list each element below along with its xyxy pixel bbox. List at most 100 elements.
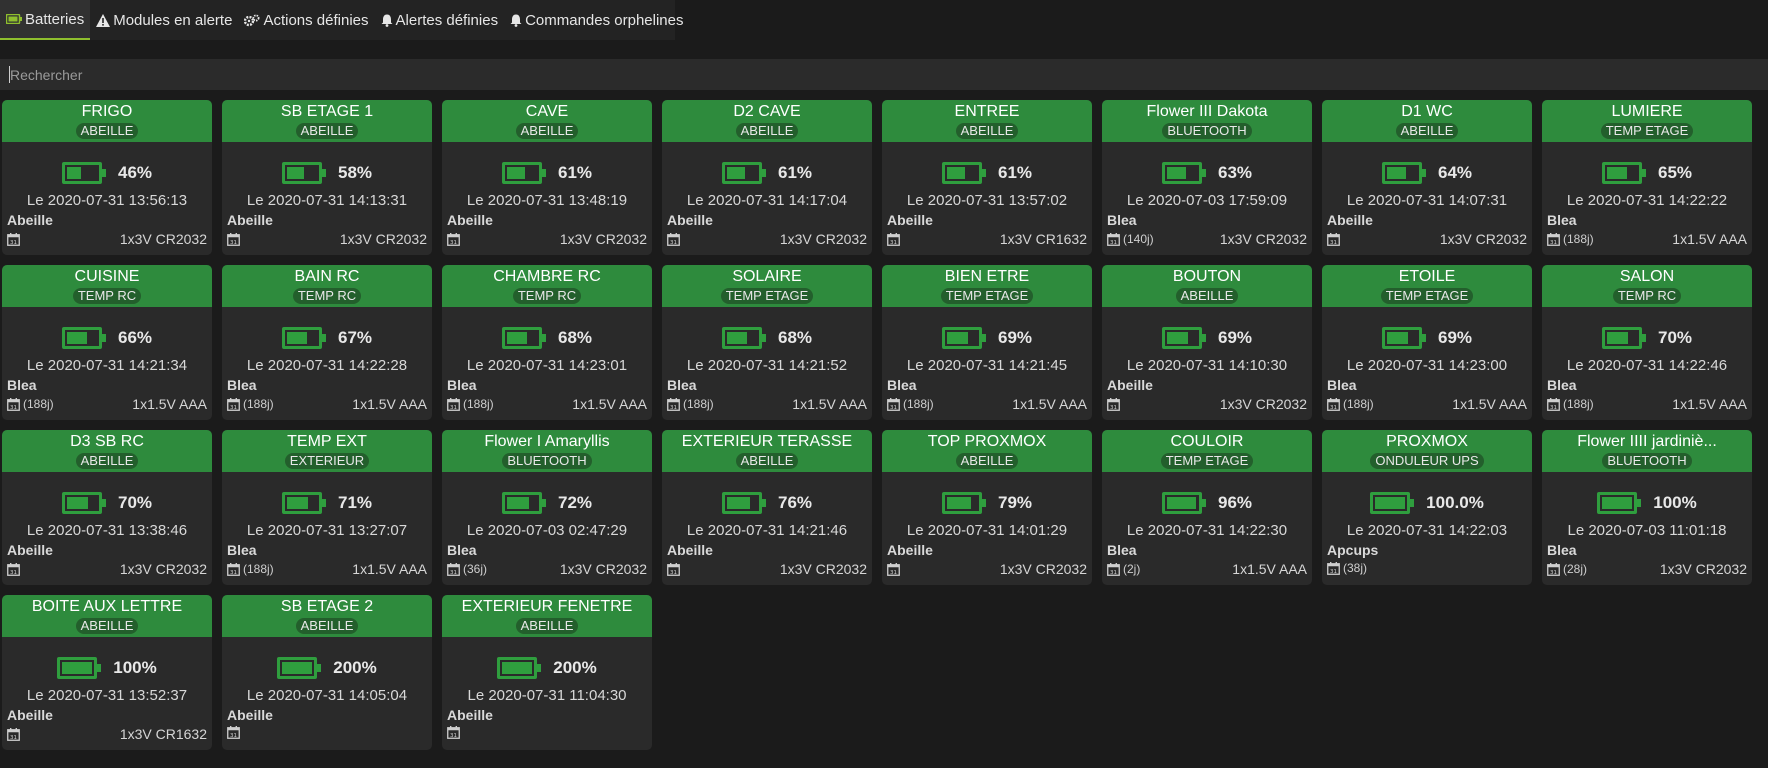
battery-card[interactable]: TEMP EXT EXTERIEUR 71% Le 2020-07-31 13:… <box>222 430 432 585</box>
battery-icon <box>721 492 766 514</box>
battery-fill <box>286 332 307 344</box>
battery-card[interactable]: D3 SB RC ABEILLE 70% Le 2020-07-31 13:38… <box>2 430 212 585</box>
equipment-name: D3 SB RC <box>70 433 144 450</box>
battery-percent: 76% <box>777 493 813 512</box>
days-since-change: (38j) <box>1343 561 1368 575</box>
battery-fill <box>1375 497 1406 509</box>
battery-card[interactable]: CAVE ABEILLE 61% Le 2020-07-31 13:48:19 … <box>442 100 652 255</box>
calendar-icon: 31 <box>1327 561 1340 575</box>
card-header: D3 SB RC ABEILLE <box>2 430 212 472</box>
battery-card[interactable]: BOITE AUX LETTRE ABEILLE 100% Le 2020-07… <box>2 595 212 750</box>
plugin-type: Blea <box>667 377 697 393</box>
card-footer: 31 (36j) 1x3V CR2032 <box>447 561 647 577</box>
battery-percent: 200% <box>553 658 597 677</box>
tab-commandes-orphelines[interactable]: Commandes orphelines <box>504 0 689 40</box>
tab-label: Modules en alerte <box>113 11 233 29</box>
card-footer: 31 (188j) 1x1.5V AAA <box>447 396 647 412</box>
card-footer: 31 1x3V CR1632 <box>887 231 1087 247</box>
battery-level: 63% <box>1102 162 1312 184</box>
calendar-icon: 31 <box>447 726 460 739</box>
battery-icon <box>6 14 22 24</box>
svg-text:31: 31 <box>10 404 17 410</box>
battery-card[interactable]: SB ETAGE 1 ABEILLE 58% Le 2020-07-31 14:… <box>222 100 432 255</box>
equipment-name: ETOILE <box>1398 268 1456 285</box>
plugin-type: Abeille <box>667 212 713 228</box>
battery-card[interactable]: BIEN ETRE TEMP ETAGE 69% Le 2020-07-31 1… <box>882 265 1092 420</box>
battery-card[interactable]: SOLAIRE TEMP ETAGE 68% Le 2020-07-31 14:… <box>662 265 872 420</box>
tab-label: Batteries <box>25 10 85 28</box>
battery-card[interactable]: CHAMBRE RC TEMP RC 68% Le 2020-07-31 14:… <box>442 265 652 420</box>
category-badge: TEMP ETAGE <box>1160 453 1254 469</box>
battery-card[interactable]: FRIGO ABEILLE 46% Le 2020-07-31 13:56:13… <box>2 100 212 255</box>
tab-actions-definies[interactable]: Actions définies <box>238 0 374 40</box>
battery-card[interactable]: BOUTON ABEILLE 69% Le 2020-07-31 14:10:3… <box>1102 265 1312 420</box>
battery-level: 66% <box>2 327 212 349</box>
battery-type: 1x3V CR2032 <box>1439 231 1527 247</box>
battery-percent: 69% <box>1217 328 1253 347</box>
battery-percent: 61% <box>557 163 593 182</box>
last-update: Le 2020-07-31 13:52:37 <box>26 687 188 704</box>
tab-batteries[interactable]: Batteries <box>0 0 91 40</box>
calendar-icon: 31 <box>7 727 20 741</box>
svg-text:31: 31 <box>10 569 17 575</box>
tab-modules-en-alerte[interactable]: Modules en alerte <box>90 0 238 40</box>
battery-card[interactable]: EXTERIEUR TERASSE ABEILLE 76% Le 2020-07… <box>662 430 872 585</box>
days-since-change: (188j) <box>463 397 494 411</box>
battery-icon <box>1597 492 1642 514</box>
card-footer: 31 (188j) 1x1.5V AAA <box>1547 396 1747 412</box>
battery-icon <box>277 657 322 679</box>
battery-card[interactable]: ETOILE TEMP ETAGE 69% Le 2020-07-31 14:2… <box>1322 265 1532 420</box>
card-footer: 31 1x3V CR2032 <box>447 231 647 247</box>
battery-card[interactable]: Flower I Amaryllis BLUETOOTH 72% Le 2020… <box>442 430 652 585</box>
svg-text:31: 31 <box>670 239 677 245</box>
battery-card[interactable]: Flower IIII jardiniè... BLUETOOTH 100% L… <box>1542 430 1752 585</box>
calendar-icon: 31 <box>7 397 20 411</box>
calendar-icon: 31 <box>7 232 20 246</box>
plugin-type: Abeille <box>1327 212 1373 228</box>
battery-type: 1x3V CR2032 <box>999 561 1087 577</box>
battery-type: 1x3V CR2032 <box>119 561 207 577</box>
battery-card[interactable]: BAIN RC TEMP RC 67% Le 2020-07-31 14:22:… <box>222 265 432 420</box>
battery-level: 67% <box>222 327 432 349</box>
battery-type: 1x1.5V AAA <box>1452 396 1527 412</box>
category-badge: ABEILLE <box>955 453 1019 469</box>
battery-card[interactable]: PROXMOX ONDULEUR UPS 100.0% Le 2020-07-3… <box>1322 430 1532 585</box>
battery-card[interactable]: CUISINE TEMP RC 66% Le 2020-07-31 14:21:… <box>2 265 212 420</box>
battery-card[interactable]: ENTREE ABEILLE 61% Le 2020-07-31 13:57:0… <box>882 100 1092 255</box>
battery-icon <box>941 492 986 514</box>
tab-alertes-definies[interactable]: Alertes définies <box>375 0 505 40</box>
battery-card-grid: FRIGO ABEILLE 46% Le 2020-07-31 13:56:13… <box>2 100 1752 750</box>
battery-card[interactable]: SALON TEMP RC 70% Le 2020-07-31 14:22:46… <box>1542 265 1752 420</box>
days-since-change: (188j) <box>683 397 714 411</box>
plugin-type: Blea <box>1547 542 1577 558</box>
battery-card[interactable]: EXTERIEUR FENETRE ABEILLE 200% Le 2020-0… <box>442 595 652 750</box>
last-update: Le 2020-07-31 14:21:34 <box>26 357 188 374</box>
battery-card[interactable]: Flower III Dakota BLUETOOTH 63% Le 2020-… <box>1102 100 1312 255</box>
battery-level: 200% <box>442 657 652 679</box>
svg-text:31: 31 <box>450 404 457 410</box>
card-header: BAIN RC TEMP RC <box>222 265 432 307</box>
battery-card[interactable]: COULOIR TEMP ETAGE 96% Le 2020-07-31 14:… <box>1102 430 1312 585</box>
card-footer: 31 1x3V CR2032 <box>1107 396 1307 412</box>
plugin-type: Blea <box>1547 212 1577 228</box>
search-input[interactable] <box>0 59 1768 90</box>
svg-text:31: 31 <box>450 569 457 575</box>
last-update: Le 2020-07-31 13:27:07 <box>246 522 408 539</box>
battery-card[interactable]: D2 CAVE ABEILLE 61% Le 2020-07-31 14:17:… <box>662 100 872 255</box>
battery-fill <box>1166 332 1188 344</box>
svg-text:31: 31 <box>1550 569 1557 575</box>
days-since-change: (140j) <box>1123 232 1154 246</box>
battery-icon <box>1161 327 1206 349</box>
battery-card[interactable]: LUMIERE TEMP ETAGE 65% Le 2020-07-31 14:… <box>1542 100 1752 255</box>
card-header: Flower III Dakota BLUETOOTH <box>1102 100 1312 142</box>
card-footer: 31 (188j) 1x1.5V AAA <box>1547 231 1747 247</box>
equipment-name: BOITE AUX LETTRE <box>31 598 183 615</box>
battery-icon <box>501 492 546 514</box>
battery-card[interactable]: D1 WC ABEILLE 64% Le 2020-07-31 14:07:31… <box>1322 100 1532 255</box>
card-footer: 31 1x3V CR2032 <box>887 561 1087 577</box>
battery-card[interactable]: TOP PROXMOX ABEILLE 79% Le 2020-07-31 14… <box>882 430 1092 585</box>
calendar-icon: 31 <box>887 397 900 411</box>
category-badge: BLUETOOTH <box>502 453 592 469</box>
battery-icon <box>941 327 986 349</box>
battery-card[interactable]: SB ETAGE 2 ABEILLE 200% Le 2020-07-31 14… <box>222 595 432 750</box>
